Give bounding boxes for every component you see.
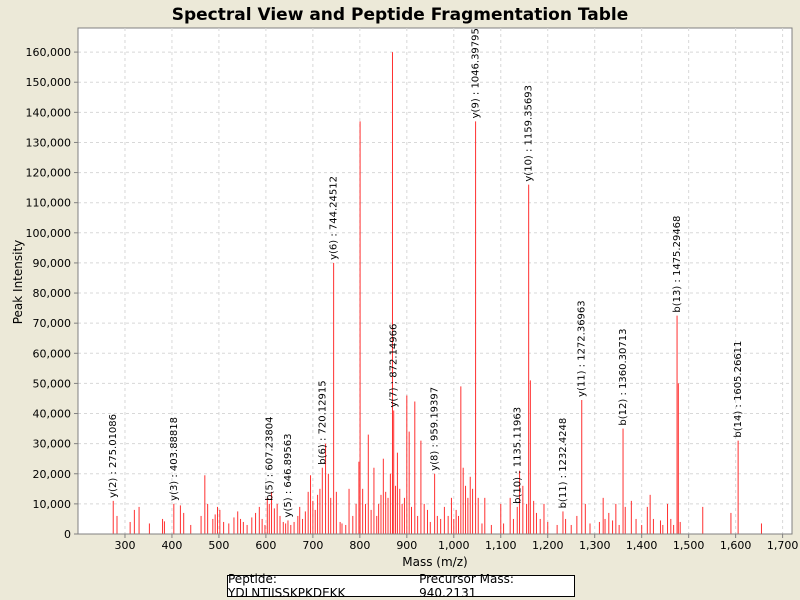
y-tick-label: 110,000 — [26, 197, 72, 210]
fragment-annotation: y(6) : 744.24512 — [329, 176, 340, 260]
fragment-annotation: y(2) : 275.01086 — [108, 414, 119, 498]
x-tick-label: 800 — [349, 539, 370, 552]
y-tick-label: 120,000 — [26, 167, 72, 180]
fragment-annotation: b(11) : 1232.4248 — [558, 418, 569, 509]
x-tick-label: 1,500 — [673, 539, 705, 552]
x-tick-label: 600 — [255, 539, 276, 552]
fragment-annotation: b(12) : 1360.30713 — [618, 329, 629, 426]
y-axis-label: Peak Intensity — [11, 240, 25, 325]
x-tick-label: 900 — [396, 539, 417, 552]
fragment-annotations: y(2) : 275.01086 y(3) : 403.88818 b(5) : 6… — [108, 28, 744, 517]
y-tick-label: 30,000 — [33, 438, 72, 451]
fragment-annotation: y(11) : 1272.36963 — [577, 300, 588, 397]
fragment-annotation: y(7) : 872.14966 — [389, 324, 400, 408]
y-tick-label: 150,000 — [26, 76, 72, 89]
y-tick-label: 160,000 — [26, 46, 72, 59]
fragment-annotation: y(8) : 959.19397 — [430, 387, 441, 471]
x-tick-label: 1,600 — [720, 539, 752, 552]
x-tick-label: 300 — [114, 539, 135, 552]
fragment-annotation: y(9) : 1046.39795 — [471, 28, 482, 118]
y-tick-label: 140,000 — [26, 106, 72, 119]
fragment-annotation: y(5) : 646.89563 — [283, 434, 294, 518]
x-tick-label: 1,100 — [485, 539, 517, 552]
peptide-sequence: Peptide: YDLNTIISSKPKDEKK — [228, 572, 346, 600]
y-tick-label: 10,000 — [33, 498, 72, 511]
peak-bars — [112, 52, 762, 534]
x-tick-label: 1,000 — [438, 539, 470, 552]
x-tick-label: 700 — [302, 539, 323, 552]
fragment-annotation: b(13) : 1475.29468 — [672, 216, 683, 313]
y-tick-label: 70,000 — [33, 317, 72, 330]
fragment-annotation: b(6) : 720.12915 — [317, 380, 328, 464]
precursor-mass: Precursor Mass: 940.2131 — [419, 572, 514, 600]
fragment-annotation: y(3) : 403.88818 — [169, 417, 180, 501]
y-tick-label: 130,000 — [26, 136, 72, 149]
x-tick-label: 1,400 — [626, 539, 658, 552]
x-tick-label: 1,200 — [532, 539, 564, 552]
fragment-annotation: b(14) : 1605.26611 — [733, 341, 744, 438]
x-axis-label: Mass (m/z) — [402, 555, 467, 569]
x-tick-label: 1,700 — [767, 539, 799, 552]
y-tick-label: 90,000 — [33, 257, 72, 270]
axes: 300 400 500 600 700 800 900 1,000 1,100 1,200 1,30… — [26, 28, 799, 552]
y-tick-label: 50,000 — [33, 377, 72, 390]
y-tick-label: 80,000 — [33, 287, 72, 300]
x-tick-label: 500 — [208, 539, 229, 552]
fragment-annotation: b(5) : 607.23804 — [264, 417, 275, 501]
y-tick-label: 20,000 — [33, 468, 72, 481]
chart-title: Spectral View and Peptide Fragmentation … — [172, 5, 629, 25]
fragment-annotation: b(10) : 1135.11963 — [512, 407, 523, 504]
y-tick-label: 100,000 — [26, 227, 72, 240]
legend-box: Peptide: YDLNTIISSKPKDEKK Precursor Mass… — [227, 572, 575, 600]
y-tick-label: 0 — [64, 528, 71, 541]
y-tick-label: 40,000 — [33, 408, 72, 421]
x-tick-label: 1,300 — [579, 539, 611, 552]
y-tick-label: 60,000 — [33, 347, 72, 360]
fragment-annotation: y(10) : 1159.35693 — [524, 85, 535, 182]
x-tick-label: 400 — [161, 539, 182, 552]
